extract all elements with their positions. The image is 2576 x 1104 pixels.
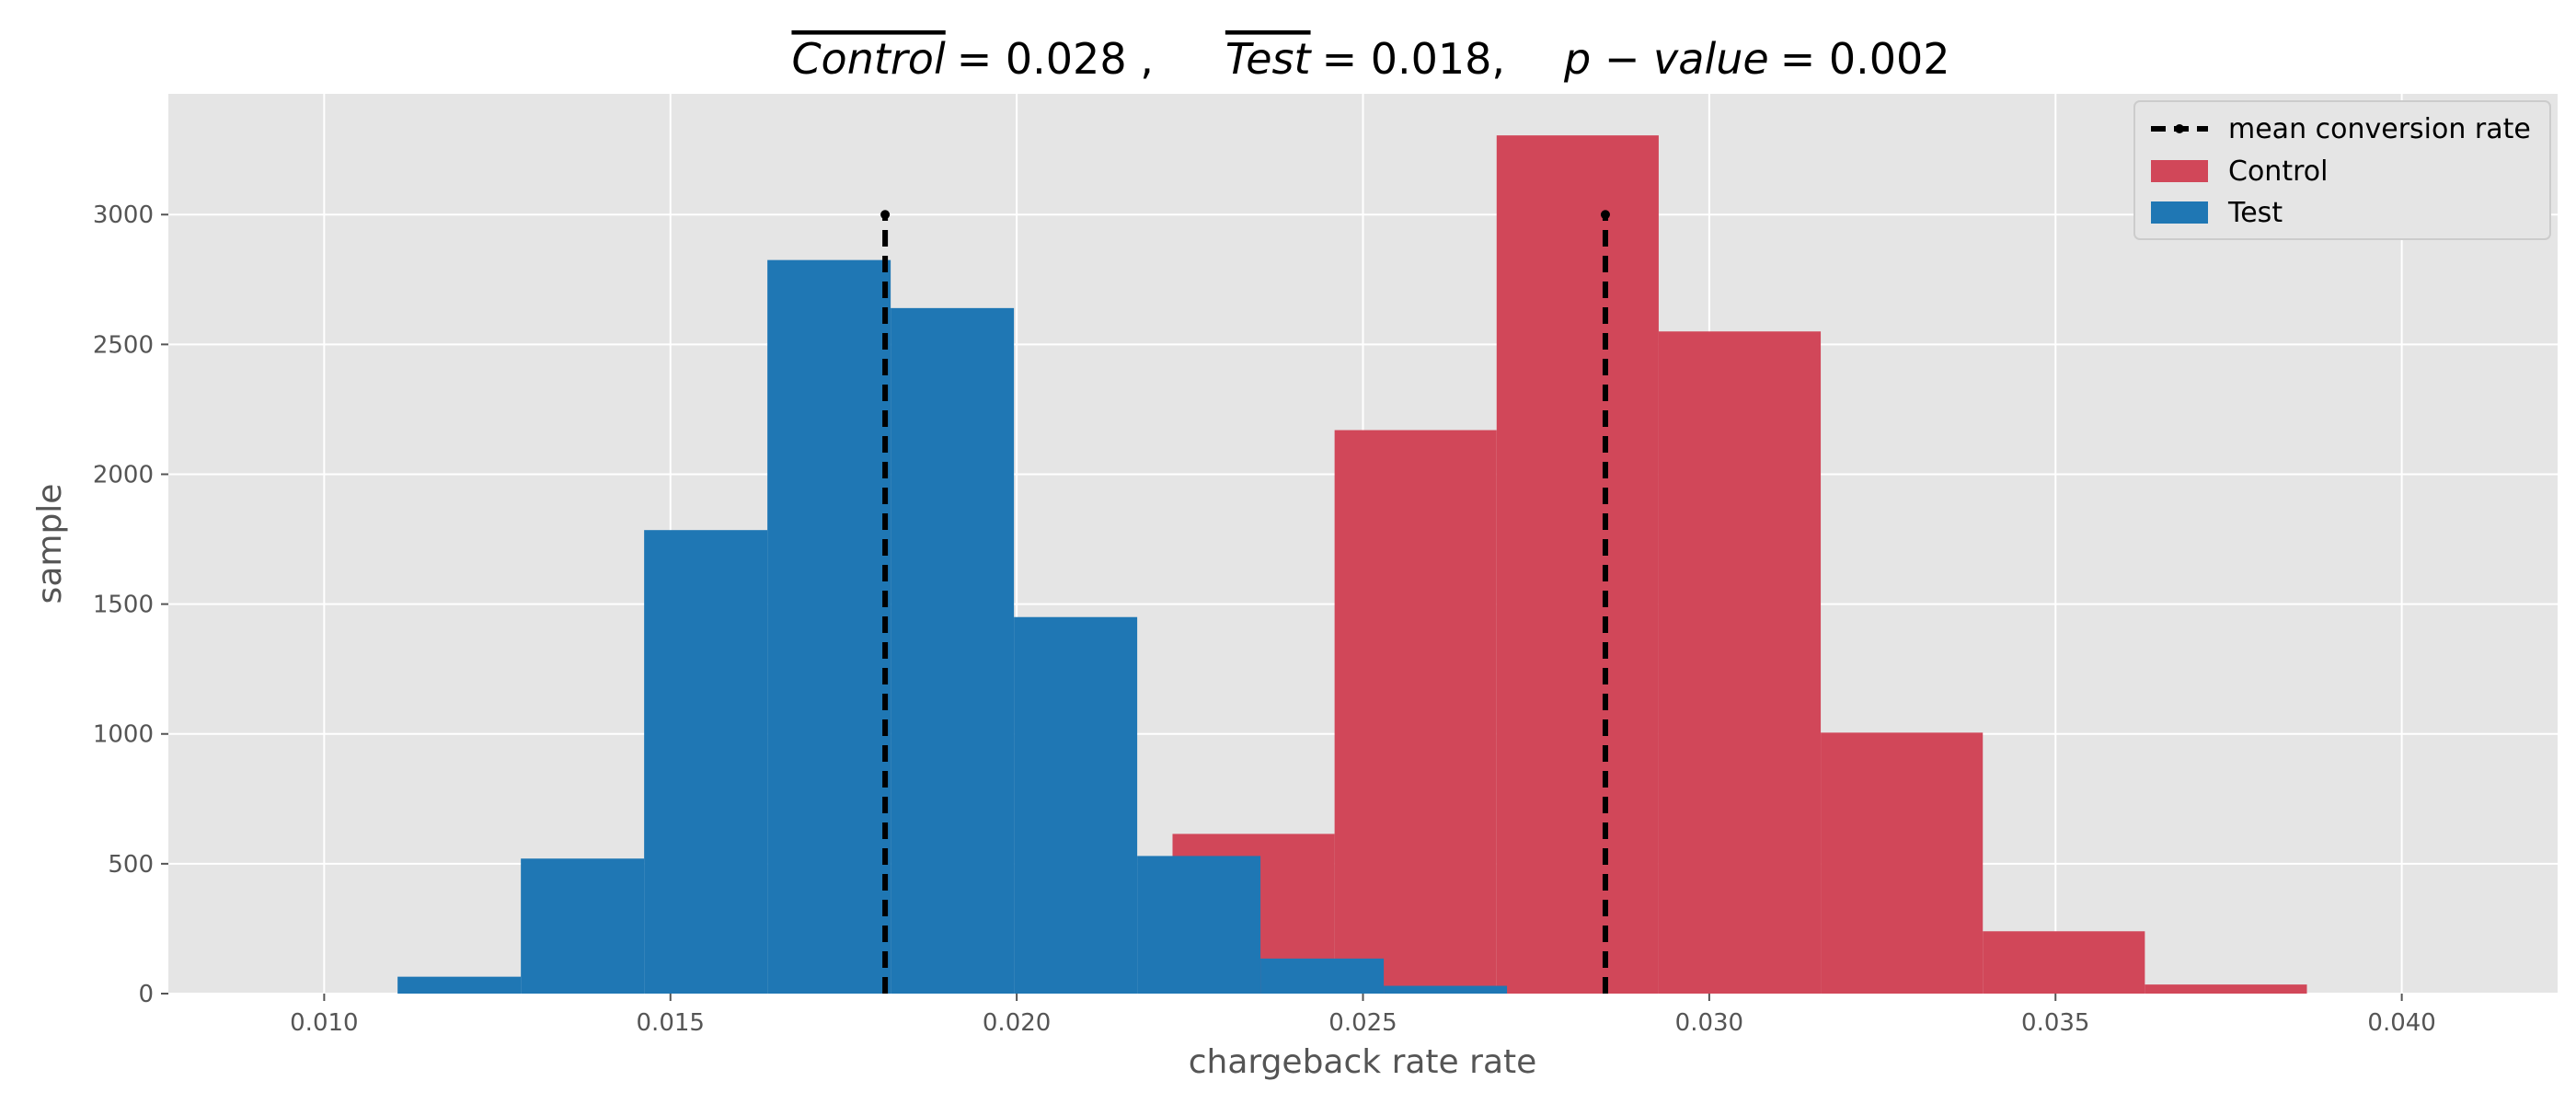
- mean-lines: [880, 210, 1610, 994]
- test-bar: [1137, 856, 1261, 994]
- legend-control-swatch: [2151, 160, 2208, 182]
- legend-test-swatch: [2151, 201, 2208, 224]
- x-ticks: 0.010 0.015 0.020 0.025 0.030 0.035 0.040: [290, 994, 2436, 1037]
- test-bar: [767, 259, 891, 994]
- legend-test-label: Test: [2227, 197, 2283, 229]
- x-tick-label: 0.040: [2367, 1009, 2435, 1037]
- legend-mean-label: mean conversion rate: [2228, 113, 2531, 145]
- control-bar: [2145, 984, 2307, 994]
- chart-title: Control = 0.028 , Test = 0.018, p − value = 0…: [791, 34, 1949, 84]
- y-tick-label: 0: [138, 981, 154, 1008]
- legend-box: [2133, 100, 2551, 240]
- test-bars: [397, 259, 1508, 994]
- title-p-value: = 0.002: [1780, 34, 1950, 84]
- title-p-label: p − value: [1563, 34, 1769, 84]
- test-bar: [1384, 985, 1508, 994]
- title-test-label: Test: [1225, 34, 1313, 84]
- title-control-label: Control: [791, 34, 946, 84]
- mean-line-marker: [1600, 210, 1610, 220]
- y-tick-label: 2500: [93, 331, 154, 359]
- control-bar: [1983, 931, 2145, 994]
- legend: mean conversion rate Control Test: [2133, 100, 2551, 240]
- title-control-value: = 0.028 ,: [957, 34, 1154, 84]
- x-tick-label: 0.020: [983, 1009, 1051, 1037]
- legend-control-label: Control: [2228, 155, 2328, 188]
- mean-line-marker: [880, 210, 891, 220]
- legend-mean-marker: [2175, 124, 2184, 133]
- control-bar: [1821, 732, 1984, 994]
- x-axis-label: chargeback rate rate: [1189, 1043, 1537, 1081]
- test-bar: [521, 858, 645, 994]
- test-bar: [397, 976, 522, 994]
- y-tick-label: 3000: [93, 201, 154, 229]
- x-tick-label: 0.025: [1328, 1009, 1397, 1037]
- x-tick-label: 0.030: [1675, 1009, 1743, 1037]
- y-tick-label: 2000: [93, 461, 154, 489]
- test-bar: [1014, 616, 1138, 994]
- y-axis-label: sample: [31, 484, 69, 604]
- y-tick-label: 500: [108, 851, 154, 879]
- test-bar: [891, 307, 1015, 994]
- y-ticks: 0 500 1000 1500 2000 2500 3000: [93, 201, 168, 1008]
- test-bar: [1260, 958, 1385, 994]
- y-tick-label: 1500: [93, 592, 154, 619]
- control-bar: [1658, 331, 1822, 994]
- control-bar: [1334, 430, 1497, 994]
- x-tick-label: 0.015: [637, 1009, 705, 1037]
- control-bar: [1496, 135, 1659, 995]
- x-tick-label: 0.010: [290, 1009, 358, 1037]
- test-bar: [644, 530, 768, 994]
- y-tick-label: 1000: [93, 721, 154, 749]
- title-test-value: = 0.018,: [1322, 34, 1505, 84]
- x-tick-label: 0.035: [2021, 1009, 2089, 1037]
